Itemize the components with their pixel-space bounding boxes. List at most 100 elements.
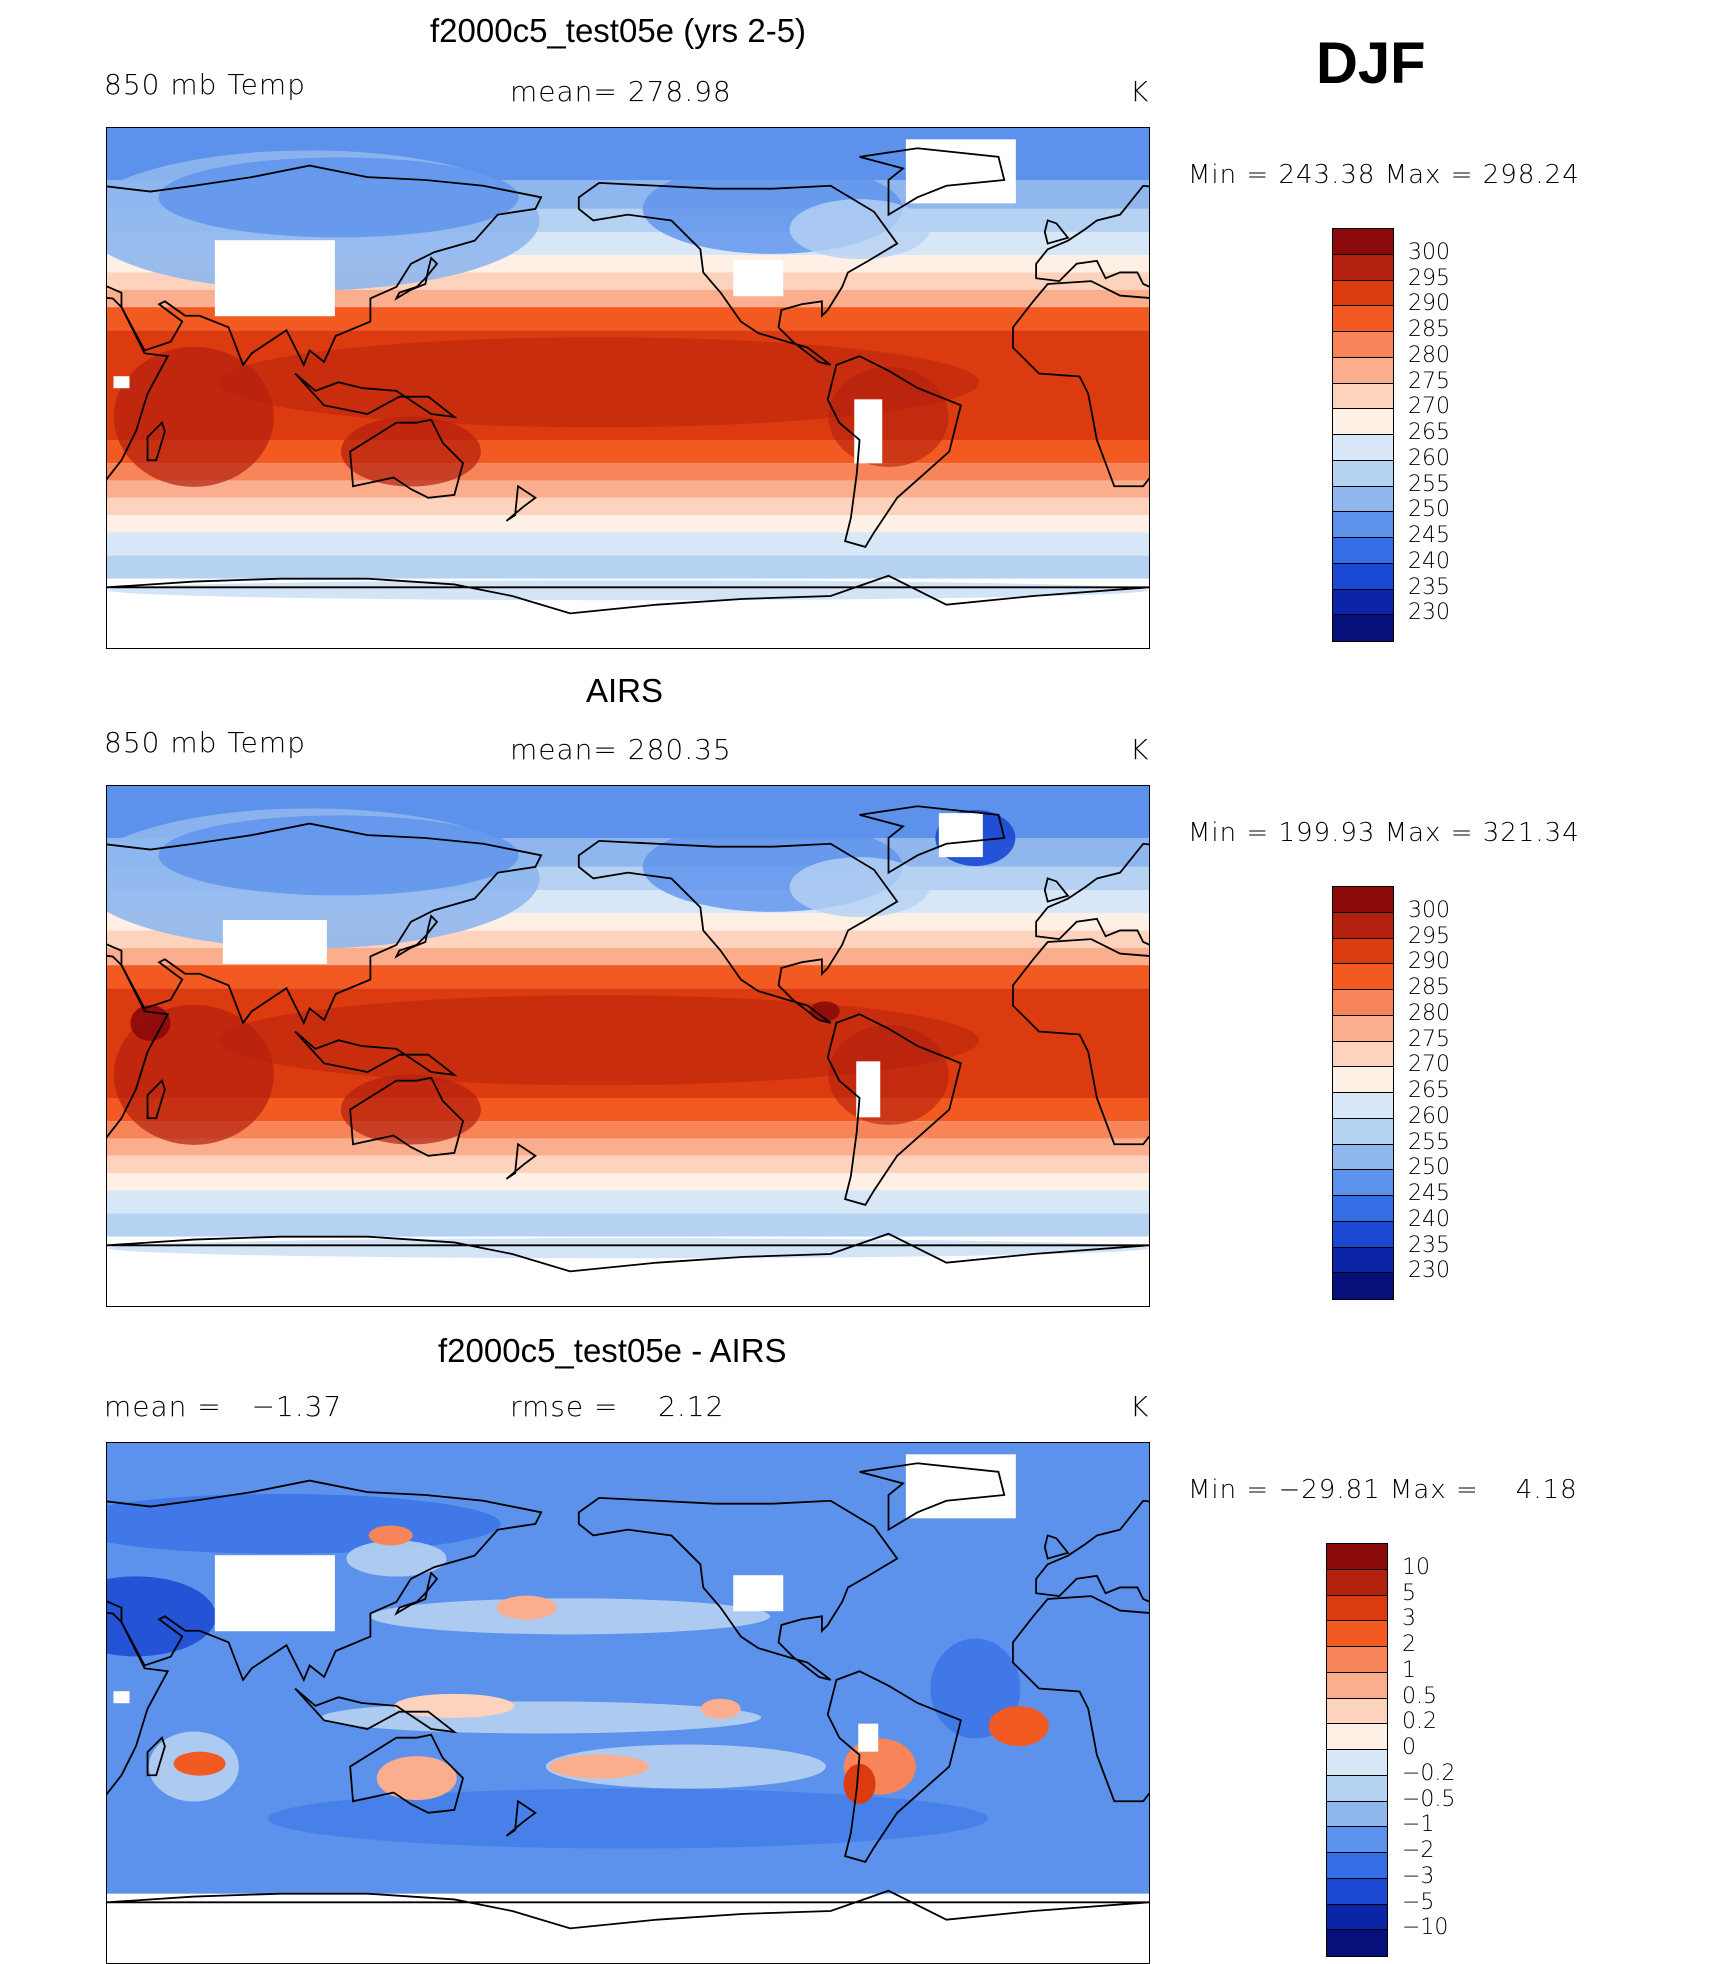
coastline <box>1043 877 1070 903</box>
coastline <box>394 1571 439 1616</box>
colorbar-swatches <box>1332 886 1394 1300</box>
colorbar-swatch <box>1333 912 1393 939</box>
colorbar-tick-label: 5 <box>1402 1580 1416 1606</box>
colorbar-swatch <box>1327 1750 1387 1776</box>
colorbar-tick-label: −0.2 <box>1402 1760 1456 1786</box>
field-blob <box>219 337 980 428</box>
colorbar-tick-label: 260 <box>1408 445 1450 471</box>
latitude-band <box>107 307 1149 331</box>
colorbar-swatch <box>1327 1930 1387 1956</box>
colorbar-swatch <box>1333 1247 1393 1274</box>
colorbar-swatch <box>1333 964 1393 990</box>
latitude-band <box>107 947 1149 966</box>
colorbar-swatch <box>1333 990 1393 1016</box>
coastline <box>826 355 962 548</box>
colorbar-swatch <box>1333 460 1393 487</box>
colorbar-tick-label: 0.2 <box>1402 1709 1437 1735</box>
coastline <box>107 955 170 1139</box>
colorbar-tick-label: 265 <box>1408 1078 1450 1103</box>
coastline <box>1043 1534 1070 1560</box>
colorbar-tick-label: 255 <box>1408 1129 1450 1155</box>
panel-3-mean-label: mean = −1.37 <box>104 1390 343 1423</box>
colorbar-tick-label: 245 <box>1408 523 1450 548</box>
coastline <box>294 1030 458 1077</box>
colorbar-tick-label: 235 <box>1408 574 1450 600</box>
field-blob <box>158 157 519 238</box>
missing-data-mask <box>905 1454 1016 1519</box>
panel-2-title: AIRS <box>586 672 664 709</box>
coastline <box>1043 219 1070 245</box>
colorbar-swatch <box>1333 229 1393 255</box>
colorbar-tick-label: 280 <box>1408 1000 1450 1026</box>
coastline <box>577 181 899 366</box>
missing-data-mask <box>113 1691 130 1704</box>
colorbar-swatch <box>1333 1041 1393 1068</box>
colorbar-tick-label: 240 <box>1408 1206 1450 1232</box>
coastline <box>107 1612 170 1796</box>
coastline <box>826 1013 962 1206</box>
colorbar-swatch <box>1333 306 1393 332</box>
missing-data-mask <box>222 920 327 964</box>
colorbar-tick-label: 300 <box>1408 897 1450 923</box>
latitude-band <box>107 1155 1149 1174</box>
colorbar-swatch <box>1333 589 1393 616</box>
coastline <box>505 1142 537 1180</box>
coastline <box>859 805 1006 875</box>
field-blob <box>108 1238 1148 1259</box>
panel-3-map <box>106 1442 1150 1964</box>
field-blob <box>219 995 980 1086</box>
colorbar-swatch <box>1327 1595 1387 1622</box>
field-blob <box>108 580 1148 601</box>
panel-1-variable-label: 850 mb Temp <box>104 68 306 101</box>
colorbar-tick-label: −10 <box>1402 1915 1449 1941</box>
colorbar-swatch <box>1327 1569 1387 1596</box>
colorbar-swatch <box>1333 1118 1393 1145</box>
coastline <box>146 421 166 462</box>
coastline <box>394 256 439 301</box>
field-blob <box>828 1024 949 1125</box>
colorbar-swatch <box>1333 563 1393 590</box>
colorbar-swatch <box>1333 938 1393 965</box>
temperature-field <box>107 786 1149 1306</box>
colorbar-swatch <box>1333 357 1393 384</box>
colorbar-tick-label: 245 <box>1408 1181 1450 1206</box>
field-blob <box>496 1595 557 1620</box>
colorbar-swatch <box>1333 435 1393 461</box>
panel-1-colorbar: 300 295 290 285 280 275 270 265 260 255 250 245 240 2… <box>1332 228 1462 642</box>
latitude-band <box>107 463 1149 481</box>
missing-data-mask <box>858 1723 879 1752</box>
colorbar-tick-label: 260 <box>1408 1103 1450 1129</box>
colorbar-tick-label: 1 <box>1402 1657 1416 1683</box>
colorbar-swatch <box>1333 1170 1393 1196</box>
coastline <box>505 1799 537 1837</box>
coastline <box>859 1462 1006 1532</box>
map-svg <box>107 1443 1149 1963</box>
coastline <box>107 574 1149 615</box>
colorbar-tick-label: 0 <box>1402 1735 1416 1760</box>
colorbar-tick-label: 290 <box>1408 949 1450 975</box>
colorbar-swatch <box>1327 1904 1387 1931</box>
panel-2-minmax: Min = 199.93 Max = 321.34 <box>1188 818 1580 848</box>
coastline <box>1012 1595 1149 1803</box>
missing-data-mask <box>733 1575 784 1612</box>
colorbar-swatch <box>1333 383 1393 410</box>
coastlines <box>107 805 1149 1273</box>
coastline <box>146 1736 166 1777</box>
colorbar-swatch <box>1327 1724 1387 1750</box>
panel-2-mean-label: mean= 280.35 <box>510 733 732 766</box>
coastline <box>349 1076 465 1157</box>
field-blob <box>828 366 949 467</box>
latitude-band <box>107 1190 1149 1214</box>
colorbar-swatch <box>1327 1827 1387 1853</box>
colorbar-swatches <box>1332 228 1394 642</box>
coastline <box>349 418 465 499</box>
coastline <box>1012 938 1149 1146</box>
colorbar-swatch <box>1333 887 1393 913</box>
colorbar-swatch <box>1333 1196 1393 1222</box>
colorbar-swatch <box>1327 1544 1387 1570</box>
colorbar-tick-label: 270 <box>1408 394 1450 420</box>
colorbar-tick-label: 230 <box>1408 1258 1450 1284</box>
missing-data-mask <box>113 376 130 389</box>
coastline <box>146 1079 166 1120</box>
coastlines <box>107 147 1149 615</box>
